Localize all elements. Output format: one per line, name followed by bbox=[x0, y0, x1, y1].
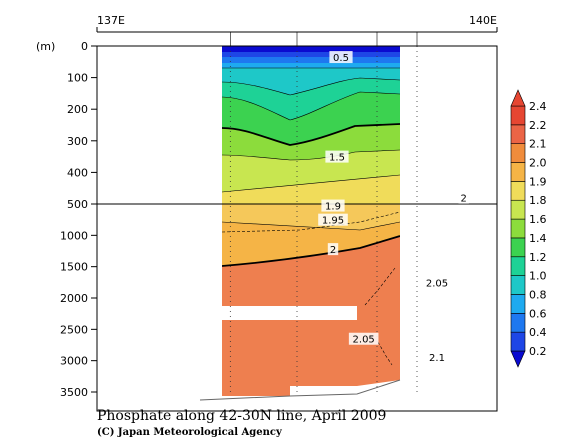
y-tick-label: 300 bbox=[67, 135, 88, 148]
y-tick-label: 3500 bbox=[60, 386, 88, 399]
colorbar-label: 2.4 bbox=[529, 100, 547, 113]
svg-text:1.9: 1.9 bbox=[325, 202, 341, 213]
colorbar: 0.2 0.4 0.6 0.8 1.0 1.2 1.4 1.6 1.8 1.9 2.0 2.1 2.2 2… bbox=[510, 89, 547, 368]
colorbar-label: 0.2 bbox=[529, 345, 547, 358]
x-tick-label: 137E bbox=[97, 14, 125, 27]
colorbar-label: 1.2 bbox=[529, 251, 547, 264]
phosphate-band-0.4 bbox=[222, 52, 400, 57]
contour-label: 1.5 bbox=[325, 150, 349, 164]
chart-title: Phosphate along 42-30N line, April 2009 bbox=[97, 408, 387, 424]
contour-line bbox=[222, 235, 400, 267]
colorbar-segment bbox=[510, 218, 526, 239]
colorbar-label: 1.4 bbox=[529, 232, 547, 245]
contour-label: 2.05 bbox=[348, 332, 379, 346]
phosphate-band-0.2 bbox=[222, 46, 400, 52]
contour-label: 2 bbox=[327, 243, 339, 256]
svg-text:1.95: 1.95 bbox=[322, 216, 344, 227]
y-tick-label: 1500 bbox=[60, 261, 88, 274]
colorbar-segment bbox=[510, 256, 526, 276]
svg-text:2.05: 2.05 bbox=[353, 335, 375, 346]
y-tick-label: 500 bbox=[67, 198, 88, 211]
phosphate-band-1.0 bbox=[222, 68, 400, 95]
contour-line bbox=[377, 341, 393, 366]
phosphate-band-1.8 bbox=[222, 150, 400, 192]
x-tick-label: 140E bbox=[469, 14, 497, 27]
colorbar-low-arrow bbox=[510, 350, 526, 368]
contour-label: 1.9 bbox=[321, 199, 345, 213]
colorbar-segment bbox=[510, 162, 526, 182]
svg-text:2.05: 2.05 bbox=[426, 278, 448, 289]
colorbar-label: 0.6 bbox=[529, 307, 547, 320]
y-axis: 0 100 200 300 400 500 1000 1500 2000 2500 3000 3500 bbox=[60, 40, 97, 399]
colorbar-label: 0.8 bbox=[529, 288, 547, 301]
colorbar-segment bbox=[510, 237, 526, 258]
contour-line bbox=[222, 174, 400, 193]
colorbar-label: 1.0 bbox=[529, 270, 547, 283]
colorbar-segment bbox=[510, 199, 526, 220]
upper-contours bbox=[222, 67, 400, 193]
contour-label: 0.5 bbox=[329, 51, 353, 64]
phosphate-band-2.0 bbox=[222, 222, 400, 266]
y-tick-label: 100 bbox=[67, 72, 88, 85]
colorbar-label: 1.9 bbox=[529, 175, 547, 188]
y-tick-label: 2500 bbox=[60, 323, 88, 336]
contour-line bbox=[222, 123, 400, 146]
colorbar-label: 2.1 bbox=[529, 138, 547, 151]
chart-credit: (C) Japan Meteorological Agency bbox=[97, 427, 282, 438]
seafloor-line bbox=[199, 379, 401, 401]
y-tick-label: 0 bbox=[81, 40, 88, 53]
colorbar-label: 1.8 bbox=[529, 194, 547, 207]
phosphate-band-0.8 bbox=[222, 63, 400, 68]
y-tick-label: 2000 bbox=[60, 292, 88, 305]
colorbar-segment bbox=[510, 294, 526, 314]
colorbar-segment bbox=[510, 331, 526, 352]
lower-section bbox=[222, 204, 400, 396]
contour-label: 1.95 bbox=[318, 213, 348, 227]
svg-text:1.5: 1.5 bbox=[329, 153, 345, 164]
svg-text:2.1: 2.1 bbox=[429, 353, 445, 364]
contour-label: 2 bbox=[458, 191, 469, 205]
colorbar-label: 2.2 bbox=[529, 119, 547, 132]
phosphate-band-1.6 bbox=[222, 124, 400, 160]
y-unit-label: (m) bbox=[36, 40, 55, 53]
svg-text:0.5: 0.5 bbox=[333, 53, 349, 64]
phosphate-band-0.6 bbox=[222, 57, 400, 63]
x-axis: 137E 140E bbox=[96, 14, 498, 46]
colorbar-segment bbox=[510, 143, 526, 163]
contour-label: 2.1 bbox=[425, 350, 449, 364]
lower-contours bbox=[222, 211, 400, 366]
missing-data-gap bbox=[222, 306, 357, 320]
colorbar-segment bbox=[510, 181, 526, 201]
svg-text:2: 2 bbox=[460, 194, 466, 205]
contour-label: 2.05 bbox=[422, 276, 452, 289]
y-tick-label: 1000 bbox=[60, 229, 88, 242]
colorbar-label: 0.4 bbox=[529, 326, 547, 339]
colorbar-high-arrow bbox=[510, 89, 526, 107]
contour-line bbox=[364, 267, 396, 306]
phosphate-band-1.9 bbox=[222, 175, 400, 204]
svg-text:2: 2 bbox=[330, 245, 336, 256]
colorbar-segment bbox=[510, 313, 526, 333]
contour-labels: 0.5 1.5 1.9 1.95 2 2.05 2.05 2.1 2 bbox=[318, 51, 469, 364]
upper-section bbox=[222, 46, 400, 204]
colorbar-segment bbox=[510, 105, 526, 126]
phosphate-band-1.4 bbox=[222, 92, 400, 145]
y-tick-label: 200 bbox=[67, 103, 88, 116]
phosphate-band-1.2 bbox=[222, 78, 400, 120]
y-tick-label: 3000 bbox=[60, 355, 88, 368]
phosphate-band-1.9-deep bbox=[222, 204, 400, 230]
colorbar-label: 2.0 bbox=[529, 157, 547, 170]
y-tick-label: 400 bbox=[67, 166, 88, 179]
colorbar-segment bbox=[510, 275, 526, 295]
contour-line bbox=[222, 77, 400, 96]
colorbar-label: 1.6 bbox=[529, 213, 547, 226]
contour-line bbox=[222, 91, 400, 121]
colorbar-segment bbox=[510, 124, 526, 144]
contour-line bbox=[222, 221, 400, 231]
